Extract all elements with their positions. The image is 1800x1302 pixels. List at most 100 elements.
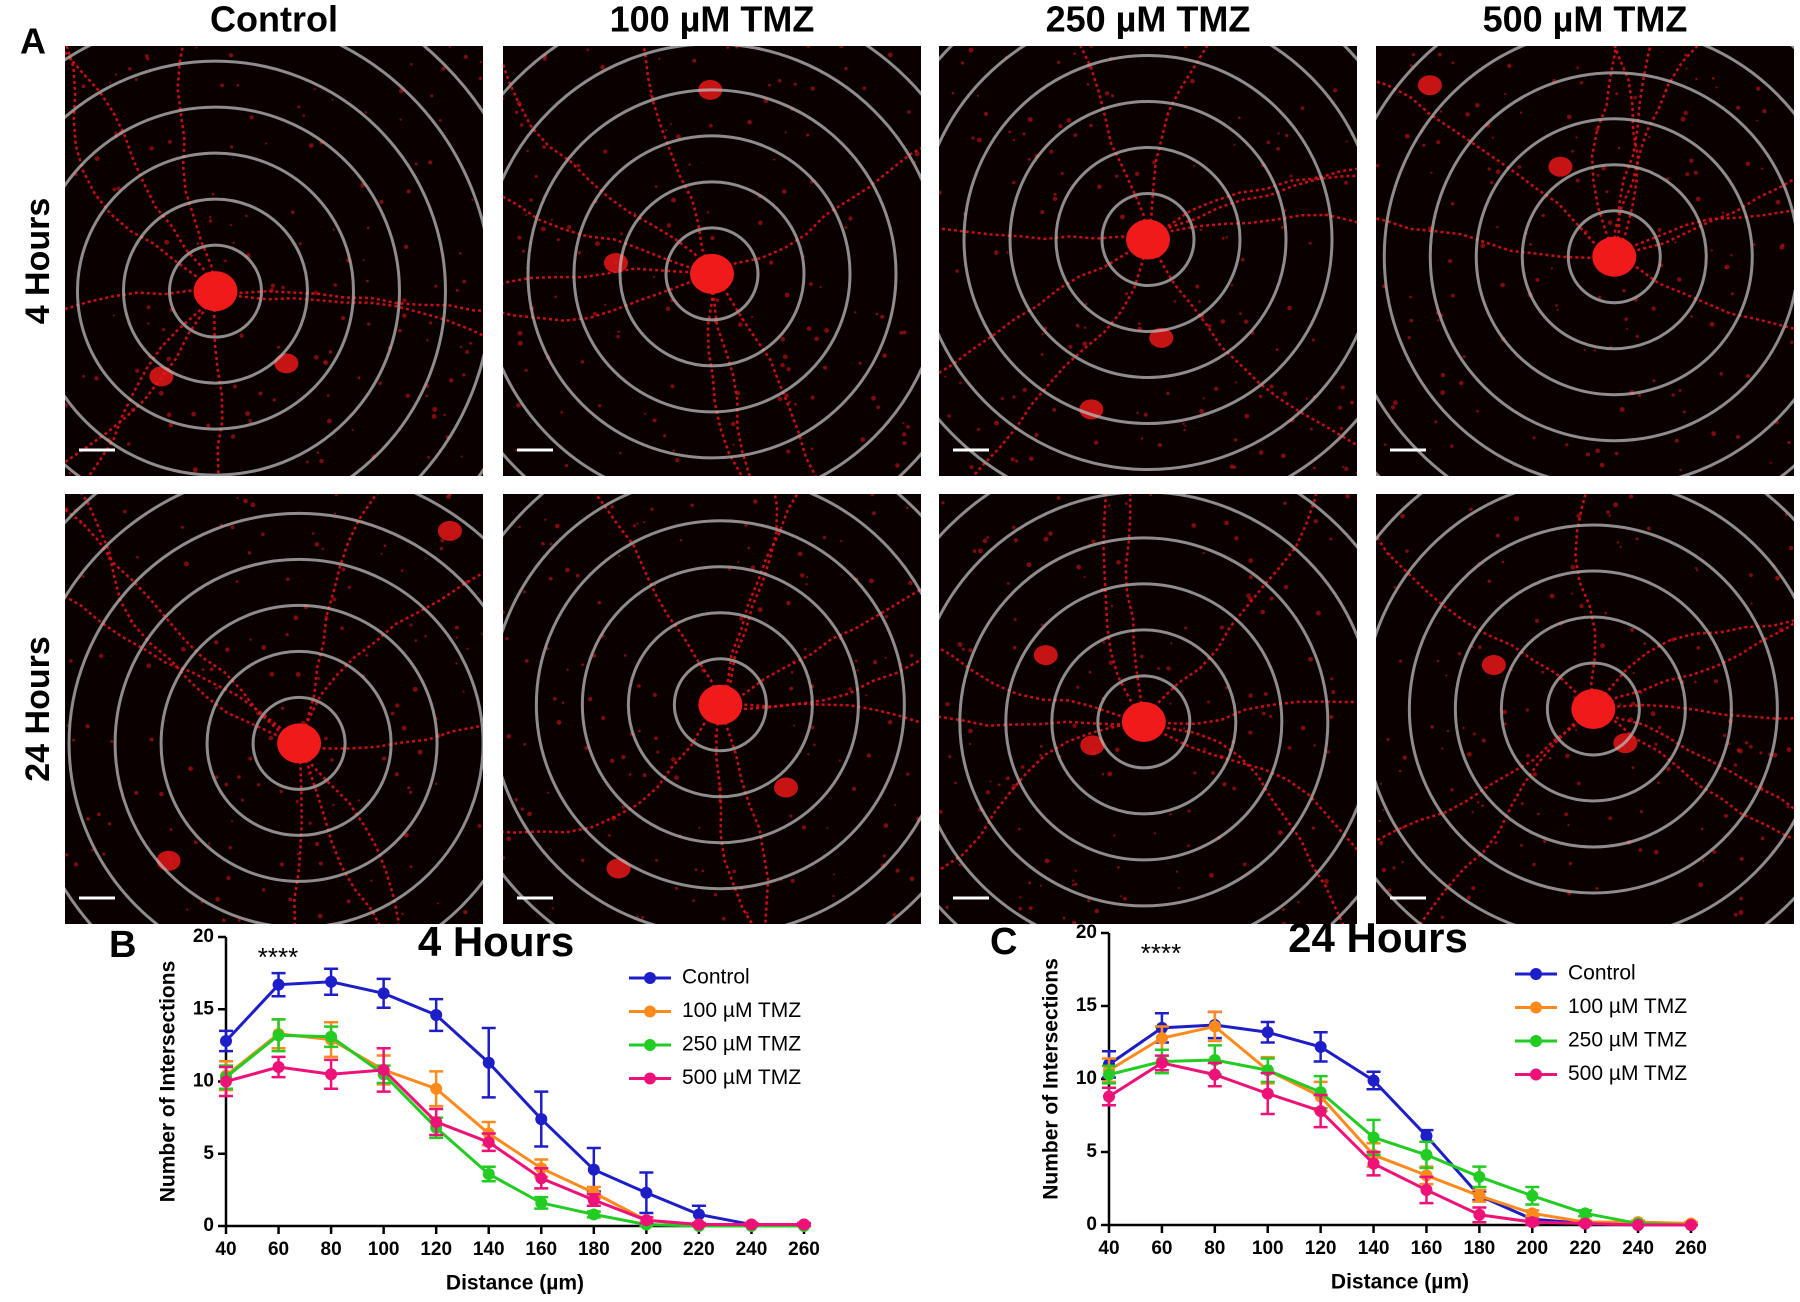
puncta bbox=[1209, 872, 1214, 878]
puncta bbox=[357, 376, 361, 380]
puncta bbox=[906, 772, 910, 776]
cell-body bbox=[1548, 156, 1573, 177]
puncta bbox=[401, 912, 404, 916]
puncta bbox=[318, 861, 323, 866]
puncta bbox=[401, 725, 407, 731]
puncta bbox=[577, 251, 581, 255]
data-point bbox=[1367, 1131, 1380, 1144]
puncta bbox=[1074, 869, 1077, 872]
puncta bbox=[1220, 319, 1226, 324]
puncta bbox=[1595, 127, 1600, 132]
puncta bbox=[1058, 124, 1063, 129]
puncta bbox=[240, 798, 244, 802]
dendrite bbox=[711, 146, 921, 276]
puncta bbox=[1072, 879, 1075, 882]
puncta bbox=[1759, 751, 1763, 755]
puncta bbox=[307, 772, 310, 775]
puncta bbox=[272, 398, 276, 402]
puncta bbox=[1520, 843, 1523, 847]
puncta bbox=[1300, 725, 1306, 731]
puncta bbox=[1240, 257, 1245, 262]
puncta bbox=[403, 244, 409, 249]
puncta bbox=[939, 190, 942, 195]
puncta bbox=[824, 328, 829, 333]
puncta bbox=[1536, 812, 1540, 816]
dendrite bbox=[1613, 46, 1640, 258]
puncta bbox=[1157, 442, 1162, 448]
dendrite bbox=[1593, 703, 1794, 720]
legend-marker bbox=[1530, 1035, 1542, 1047]
puncta bbox=[1519, 111, 1523, 114]
puncta bbox=[1567, 823, 1570, 827]
puncta bbox=[1044, 858, 1050, 864]
puncta bbox=[1643, 642, 1647, 645]
puncta bbox=[576, 163, 581, 168]
cell-body bbox=[156, 850, 181, 871]
puncta bbox=[1775, 199, 1781, 205]
puncta bbox=[868, 578, 874, 584]
puncta bbox=[782, 354, 788, 360]
puncta bbox=[1311, 338, 1315, 342]
puncta bbox=[243, 498, 248, 504]
data-point bbox=[377, 987, 390, 1000]
puncta bbox=[1738, 910, 1744, 915]
puncta bbox=[1039, 744, 1043, 748]
puncta bbox=[597, 600, 602, 605]
puncta bbox=[1344, 180, 1348, 185]
puncta bbox=[229, 223, 232, 227]
puncta bbox=[1670, 637, 1676, 642]
puncta bbox=[899, 330, 903, 335]
dendrite bbox=[1124, 494, 1146, 723]
puncta bbox=[1323, 878, 1329, 884]
dendrite bbox=[503, 272, 713, 322]
sholl-ring bbox=[962, 54, 1334, 425]
puncta bbox=[794, 403, 797, 406]
puncta bbox=[1379, 782, 1382, 785]
puncta bbox=[789, 686, 794, 691]
puncta bbox=[1695, 77, 1698, 81]
puncta bbox=[383, 544, 387, 548]
puncta bbox=[1222, 782, 1227, 787]
puncta bbox=[1471, 811, 1474, 814]
puncta bbox=[1446, 729, 1450, 733]
puncta bbox=[637, 729, 641, 733]
puncta bbox=[1062, 916, 1066, 920]
puncta bbox=[326, 394, 330, 397]
puncta bbox=[1020, 765, 1025, 769]
puncta bbox=[1382, 808, 1385, 811]
data-point bbox=[430, 1115, 443, 1128]
puncta bbox=[1350, 400, 1354, 405]
puncta bbox=[279, 789, 283, 794]
puncta bbox=[832, 894, 835, 898]
puncta bbox=[1744, 741, 1749, 745]
puncta bbox=[692, 899, 695, 902]
data-point bbox=[1261, 1026, 1274, 1039]
puncta bbox=[1635, 537, 1639, 541]
puncta bbox=[1084, 302, 1088, 306]
y-tick-label: 20 bbox=[1076, 922, 1097, 943]
puncta bbox=[902, 330, 907, 335]
puncta bbox=[663, 434, 667, 438]
puncta bbox=[1387, 888, 1392, 893]
puncta bbox=[1630, 627, 1635, 632]
data-point bbox=[1314, 1105, 1327, 1118]
puncta bbox=[417, 749, 423, 755]
sholl-ring bbox=[1545, 661, 1641, 757]
puncta bbox=[144, 54, 149, 58]
puncta bbox=[149, 737, 154, 742]
puncta bbox=[544, 518, 547, 521]
puncta bbox=[810, 395, 815, 400]
data-point bbox=[272, 978, 285, 991]
puncta bbox=[469, 341, 473, 345]
puncta bbox=[813, 743, 816, 747]
soma bbox=[1126, 219, 1170, 260]
annotation: **** bbox=[258, 942, 298, 972]
puncta bbox=[905, 506, 909, 510]
puncta bbox=[1401, 825, 1406, 829]
x-tick-label: 140 bbox=[1358, 1238, 1390, 1259]
puncta bbox=[529, 198, 533, 202]
puncta bbox=[1224, 520, 1229, 526]
puncta bbox=[1087, 898, 1091, 903]
puncta bbox=[514, 110, 519, 115]
panel-label: C bbox=[990, 921, 1017, 963]
